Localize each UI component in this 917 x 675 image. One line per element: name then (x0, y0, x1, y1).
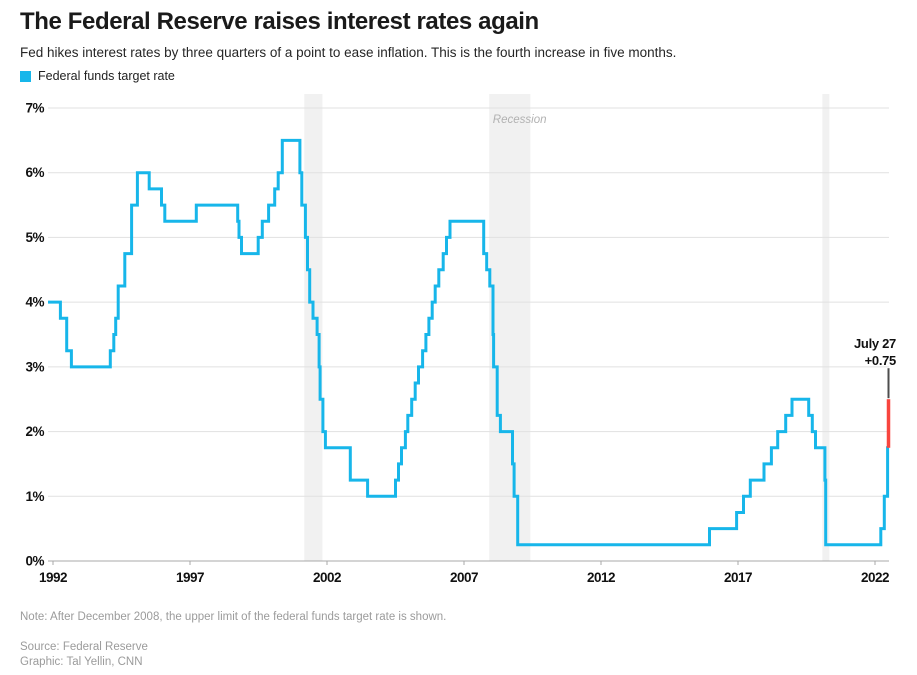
x-axis-label: 2002 (313, 570, 341, 585)
page-subtitle: Fed hikes interest rates by three quarte… (20, 45, 677, 60)
x-axis-label: 2022 (861, 570, 889, 585)
x-axis-label: 2007 (450, 570, 478, 585)
recession-band (304, 94, 323, 561)
y-axis-label: 2% (25, 424, 44, 439)
chart-credit: Graphic: Tal Yellin, CNN (20, 656, 143, 668)
recession-band (489, 94, 531, 561)
y-axis-label: 1% (25, 489, 44, 504)
annotation-date-label: July 27 (854, 336, 896, 351)
y-axis-label: 4% (25, 295, 44, 310)
y-axis-label: 7% (25, 101, 44, 116)
rate-line (48, 138, 890, 547)
annotation-change-label: +0.75 (865, 353, 896, 368)
y-axis-label: 6% (25, 165, 44, 180)
y-axis-label: 3% (25, 359, 44, 374)
fed-funds-rate-chart: Recession 1992 1997 2002 2007 2012 2017 2022 0% 1… (25, 94, 896, 585)
chart-note: Note: After December 2008, the upper lim… (20, 611, 447, 623)
chart-legend: Federal funds target rate (20, 69, 175, 83)
page-title: The Federal Reserve raises interest rate… (20, 8, 539, 35)
recession-band (822, 94, 830, 561)
legend-swatch-icon (20, 70, 31, 82)
x-axis-label: 2017 (724, 570, 752, 585)
x-axis-label: 2012 (587, 570, 615, 585)
x-axis-label: 1992 (39, 570, 67, 585)
x-axis-label: 1997 (176, 570, 204, 585)
chart-source: Source: Federal Reserve (20, 641, 148, 653)
y-axis-label: 5% (25, 230, 44, 245)
recession-label: Recession (493, 114, 547, 126)
y-axis-label: 0% (25, 554, 44, 569)
legend-label: Federal funds target rate (38, 69, 175, 83)
